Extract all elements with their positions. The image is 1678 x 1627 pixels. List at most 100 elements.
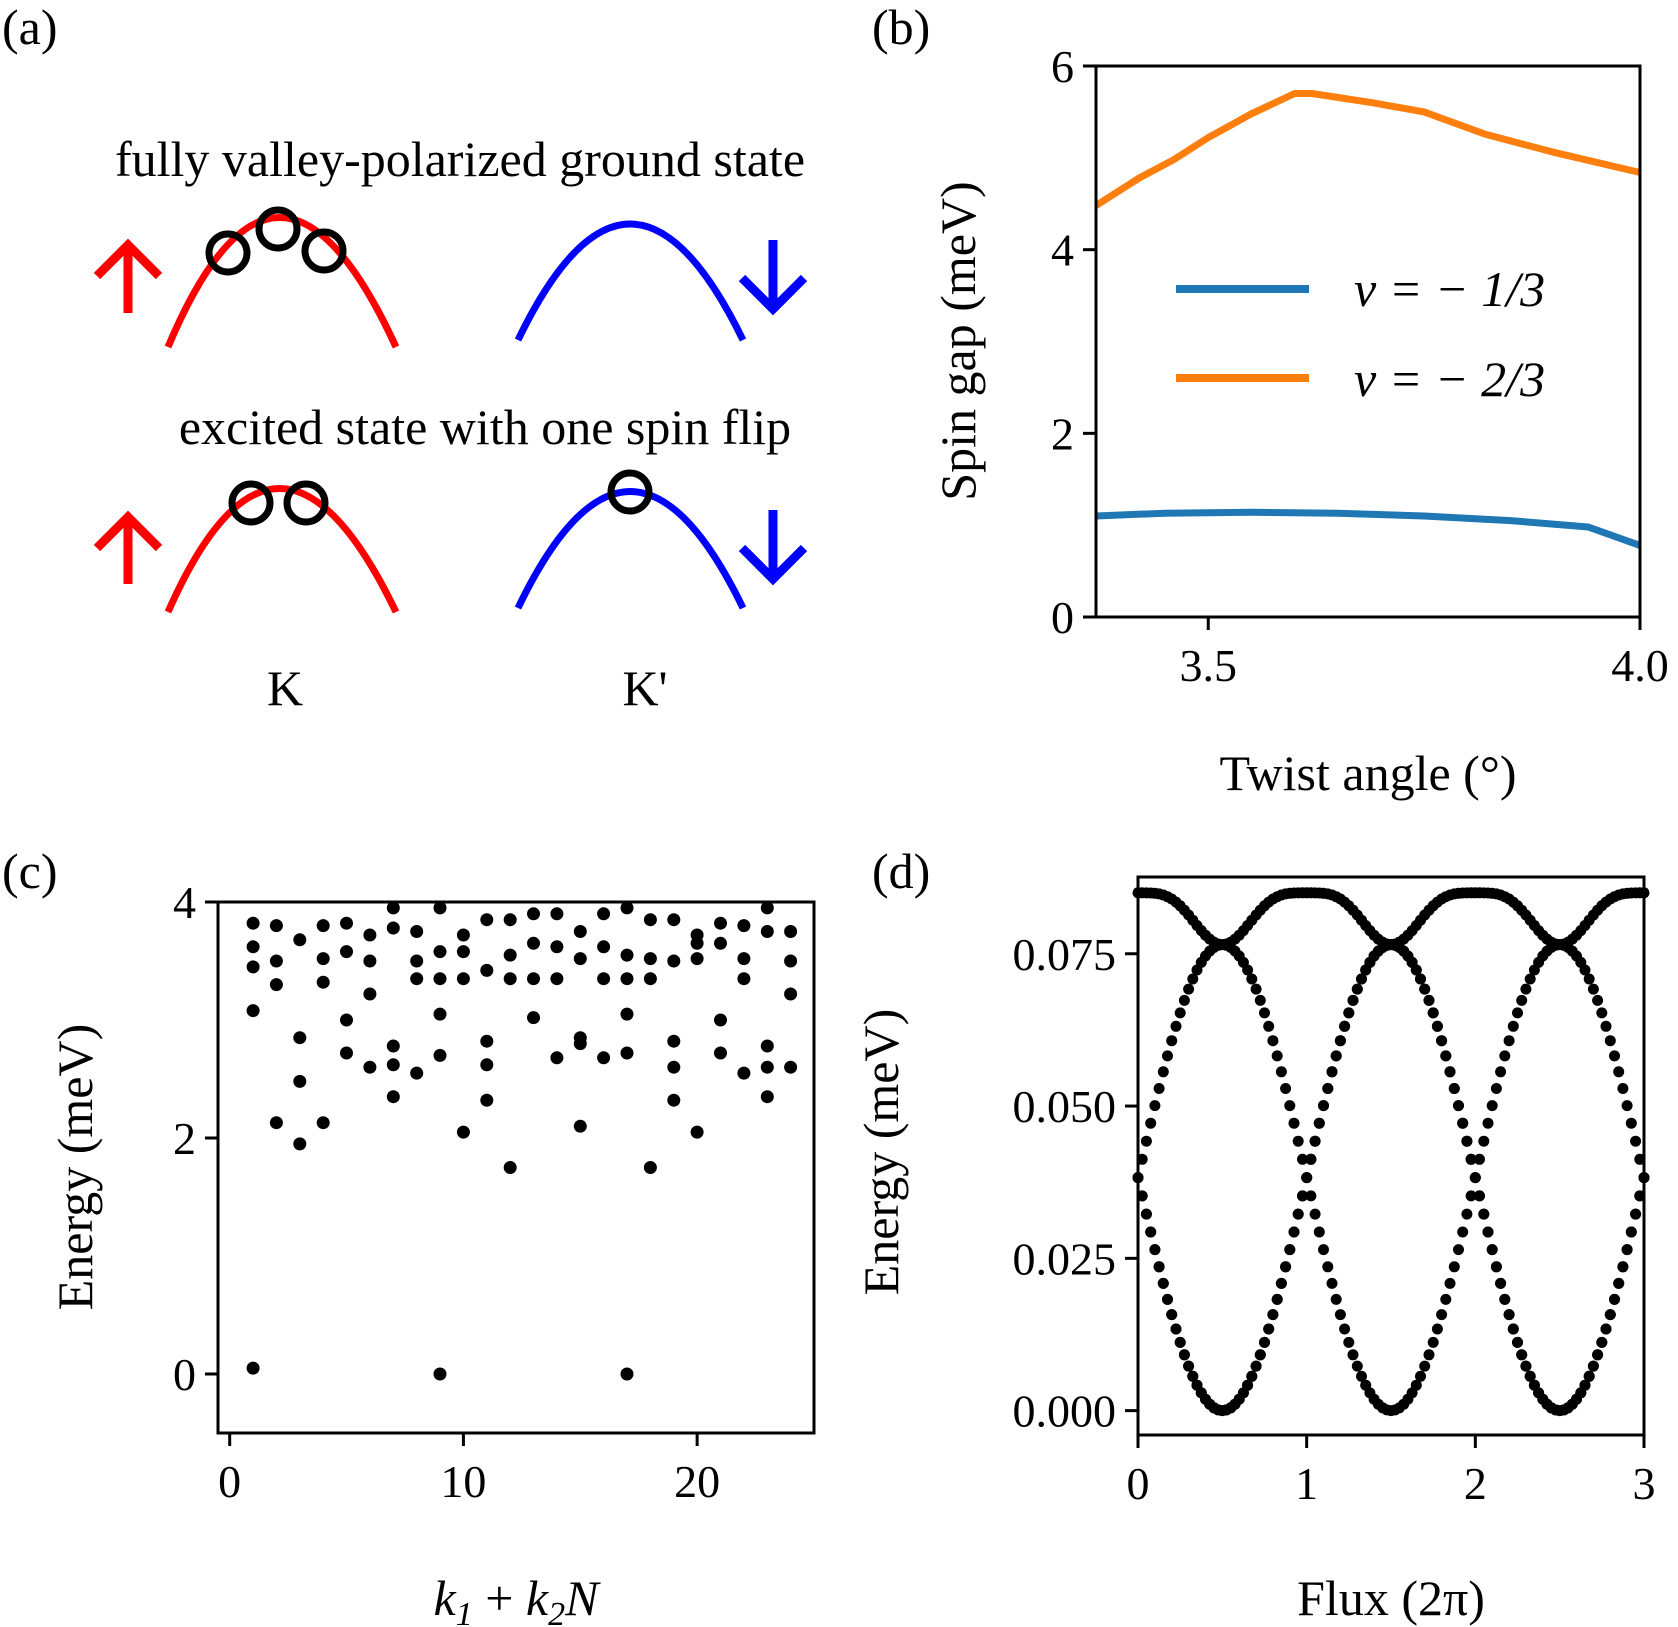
hole-marker (283, 480, 329, 526)
band-K-ground (164, 214, 400, 349)
data-point (1309, 1208, 1321, 1220)
data-point (293, 1137, 307, 1151)
data-point (1250, 1360, 1262, 1372)
data-point (456, 972, 470, 986)
y-axis-label: Energy (meV) (853, 1009, 909, 1295)
data-point (1419, 1360, 1431, 1372)
x-tick-label: 2 (1464, 1458, 1487, 1509)
series-line (1095, 508, 1642, 549)
legend-label-1: ν = − 1/3 (1354, 261, 1545, 317)
data-point (1613, 1277, 1625, 1289)
x-tick-label: 4.0 (1611, 640, 1669, 691)
data-point (1271, 1293, 1283, 1305)
data-point (1149, 1100, 1161, 1112)
panel-label-b: (b) (872, 0, 930, 55)
ground-state-caption: fully valley-polarized ground state (115, 131, 805, 187)
data-point (690, 928, 704, 942)
data-point (1263, 1020, 1275, 1032)
data-point (1592, 994, 1604, 1006)
data-point (480, 913, 494, 927)
data-point (1499, 1293, 1511, 1305)
data-point (1322, 1083, 1334, 1094)
data-point (1630, 1135, 1642, 1147)
data-point (760, 1060, 774, 1074)
data-point (1259, 1336, 1270, 1348)
data-point (1609, 1050, 1620, 1062)
y-axis-label: Spin gap (meV) (930, 181, 986, 500)
data-point (667, 913, 681, 927)
data-point (1495, 1277, 1507, 1289)
data-point (1288, 1117, 1300, 1129)
data-point (1457, 1226, 1469, 1238)
data-point (667, 1093, 681, 1107)
data-point (643, 913, 657, 927)
data-point (1600, 1020, 1612, 1032)
x-axis-label: Flux (2π) (1297, 1570, 1485, 1626)
data-point (643, 972, 657, 986)
data-point (1427, 1007, 1439, 1019)
hole-marker (301, 228, 347, 274)
data-point (573, 1119, 587, 1133)
data-point (1330, 1293, 1342, 1305)
data-point (410, 954, 424, 968)
data-point (714, 936, 727, 950)
data-point (1170, 1020, 1182, 1032)
data-point (550, 940, 564, 954)
data-point (550, 972, 564, 986)
data-point (293, 933, 307, 947)
data-point (1423, 994, 1435, 1006)
x-tick-label: 0 (218, 1456, 241, 1507)
data-point (386, 901, 400, 915)
data-point (1351, 983, 1363, 995)
data-point (1410, 1379, 1422, 1391)
data-point (1166, 1309, 1178, 1321)
x-tick-label: 3 (1633, 1458, 1656, 1509)
data-point (433, 1048, 447, 1062)
data-point (1516, 1349, 1528, 1361)
data-point (316, 1116, 330, 1130)
data-point (246, 940, 260, 954)
data-point (1512, 1336, 1523, 1348)
up-arrow-icon (93, 510, 163, 584)
data-point (1482, 1226, 1494, 1238)
data-point (340, 1046, 353, 1060)
data-point (1457, 1117, 1469, 1129)
plot-frame (1094, 64, 1642, 619)
data-point (1520, 983, 1532, 995)
data-point (1187, 1370, 1199, 1382)
data-point (1579, 964, 1591, 976)
data-point (1604, 1309, 1616, 1321)
data-point (293, 1074, 307, 1088)
data-point (456, 945, 470, 959)
data-point (1275, 1277, 1287, 1289)
data-point (1313, 1226, 1325, 1238)
x-tick-label: 20 (674, 1456, 720, 1507)
data-point (620, 1007, 634, 1021)
data-point (1313, 1117, 1325, 1129)
down-arrow-icon (738, 510, 808, 586)
data-point (269, 978, 283, 992)
data-point (1600, 1323, 1612, 1335)
data-point (293, 1031, 307, 1045)
series-group (1094, 90, 1642, 549)
x-tick-label: 10 (440, 1456, 486, 1507)
data-point (1596, 1336, 1608, 1348)
data-point (597, 1051, 611, 1065)
data-point (363, 954, 377, 968)
data-point (1343, 1007, 1355, 1019)
band-K-excited (164, 485, 400, 614)
spectrum-chart: 0 10 20 0 2 4 k1 + k2N Energy (meV) (47, 877, 816, 1627)
y-tick-label: 0.000 (1013, 1386, 1117, 1437)
data-point (1448, 1261, 1460, 1273)
data-point (1427, 1336, 1439, 1348)
data-point (1284, 1100, 1296, 1112)
data-point (1254, 1349, 1266, 1361)
data-point (410, 1066, 424, 1080)
data-point (1297, 1153, 1308, 1165)
data-point (1617, 1261, 1629, 1273)
data-point (1453, 1100, 1464, 1112)
data-point (1259, 1007, 1270, 1019)
point-group (1132, 887, 1650, 1417)
data-point (1516, 994, 1528, 1006)
